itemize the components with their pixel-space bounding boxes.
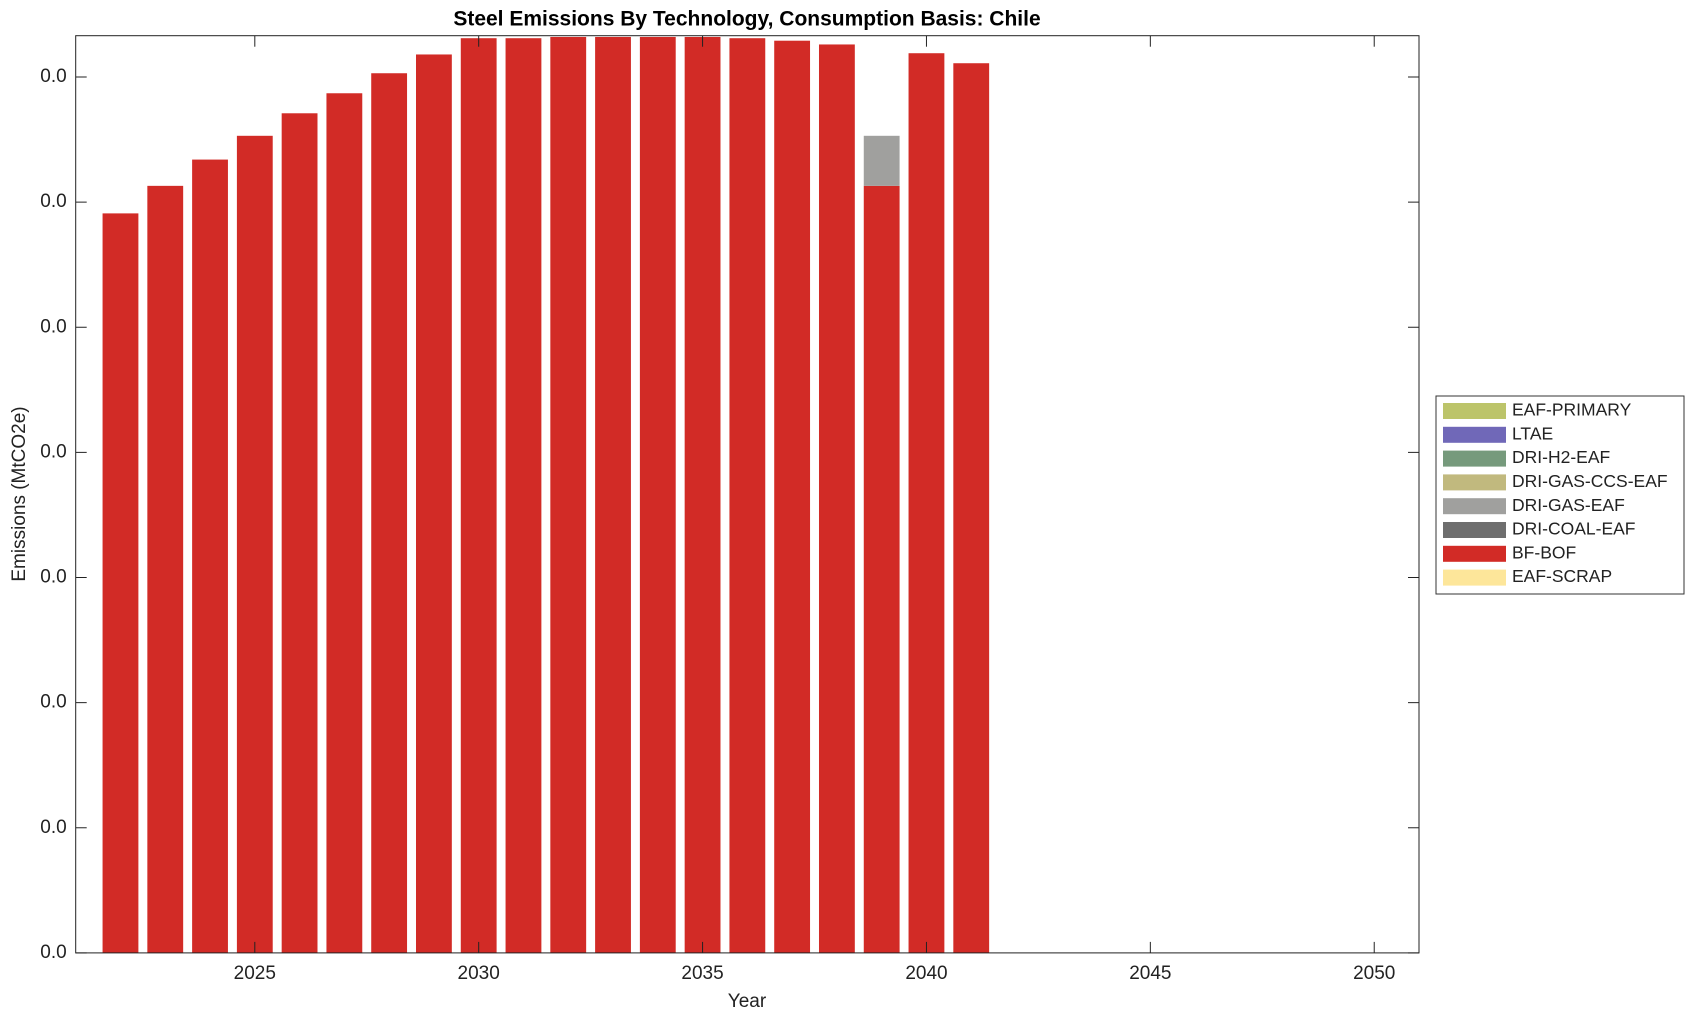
bar-segment: [102, 213, 139, 953]
legend-label: LTAE: [1512, 423, 1553, 443]
x-axis-label: Year: [728, 991, 767, 1012]
bar-segment: [236, 135, 273, 953]
legend-swatch: [1443, 474, 1506, 491]
x-tick-label: 2025: [234, 963, 276, 984]
bar-segment: [550, 36, 587, 953]
bar-segment: [460, 38, 497, 953]
bar-segment: [908, 53, 945, 953]
y-tick-label: 0.0: [40, 316, 66, 337]
y-tick-label: 0.0: [40, 567, 66, 588]
bar-segment: [595, 36, 631, 953]
x-tick-label: 2030: [458, 963, 500, 984]
legend-label: EAF-PRIMARY: [1512, 400, 1632, 420]
legend-swatch: [1443, 545, 1506, 562]
bar-segment: [505, 38, 542, 953]
y-tick-label: 0.0: [40, 942, 66, 963]
legend-label: EAF-SCRAP: [1512, 566, 1612, 586]
y-tick-label: 0.0: [40, 441, 66, 462]
x-tick-label: 2040: [905, 963, 947, 984]
bar-segment: [416, 54, 452, 953]
bar-segment: [729, 38, 766, 953]
y-tick-label: 0.0: [40, 817, 66, 838]
plot-frame: [75, 35, 1420, 954]
legend-swatch: [1443, 450, 1506, 467]
bar-segment: [147, 185, 184, 953]
chart-title: Steel Emissions By Technology, Consumpti…: [453, 8, 1040, 31]
bar-segment: [774, 40, 811, 953]
legend-label: DRI-GAS-CCS-EAF: [1512, 471, 1668, 491]
legend-label: BF-BOF: [1512, 542, 1576, 562]
bar-segment: [818, 44, 855, 953]
y-tick-label: 0.0: [40, 66, 66, 87]
bar-segment: [684, 36, 721, 953]
y-tick-label: 0.0: [40, 191, 66, 212]
legend-label: DRI-COAL-EAF: [1512, 519, 1635, 539]
legend-swatch: [1443, 569, 1506, 586]
bar-segment: [863, 135, 900, 186]
y-axis-label: Emissions (MtCO2e): [9, 406, 30, 581]
bar-segment: [371, 73, 408, 953]
x-tick-label: 2045: [1129, 963, 1171, 984]
y-tick-label: 0.0: [40, 692, 66, 713]
bar-segment: [192, 159, 228, 953]
legend-swatch: [1443, 403, 1506, 419]
legend-label: DRI-H2-EAF: [1512, 447, 1610, 467]
x-tick-label: 2035: [681, 963, 723, 984]
bar-segment: [281, 113, 318, 953]
legend-swatch: [1443, 426, 1506, 443]
bar-segment: [326, 93, 363, 953]
legend-swatch: [1443, 522, 1506, 538]
x-tick-label: 2050: [1353, 963, 1395, 984]
legend-swatch: [1443, 498, 1506, 515]
bar-segment: [863, 185, 900, 953]
bar-segment: [639, 36, 676, 953]
bar-segment: [953, 63, 990, 953]
legend-label: DRI-GAS-EAF: [1512, 495, 1625, 515]
